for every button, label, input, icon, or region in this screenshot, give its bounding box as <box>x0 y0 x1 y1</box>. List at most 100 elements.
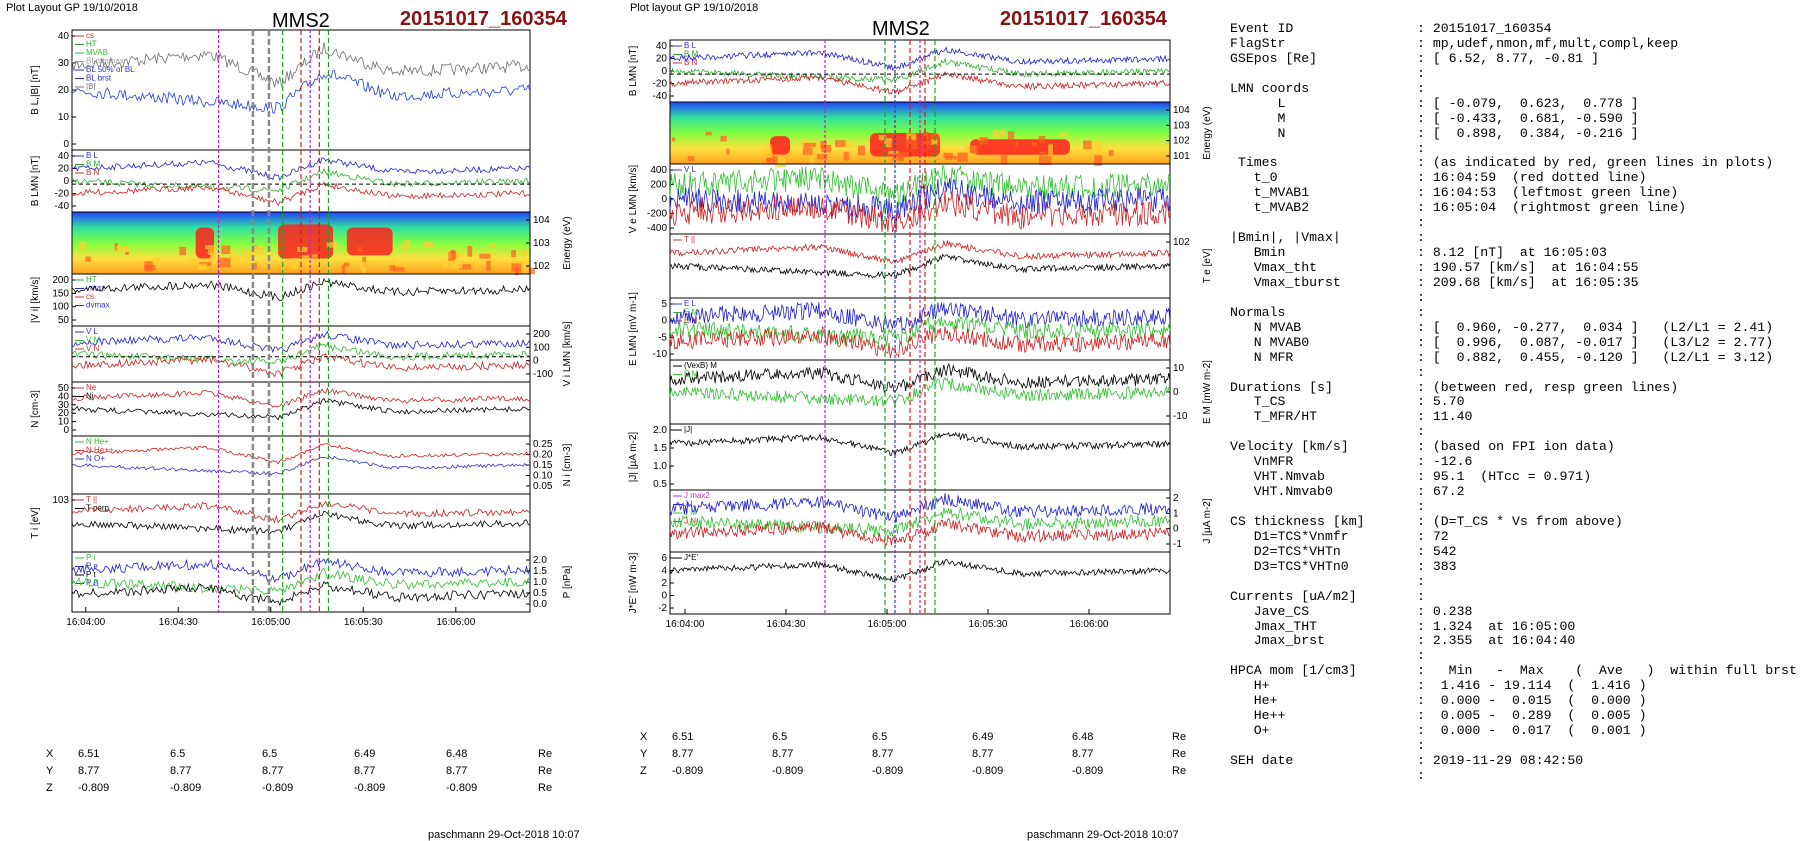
left-tick-label: 200 <box>650 180 667 191</box>
position-cell: 8.77 <box>78 764 100 777</box>
info-value: : <box>1417 230 1425 246</box>
info-row: N MVAB0: [ 0.996, 0.087, -0.017 ] (L3/L2… <box>1230 335 1804 351</box>
position-cell: 8.77 <box>772 747 794 760</box>
info-key: Currents [uA/m2] <box>1230 588 1357 604</box>
panel-6: 0.250.200.150.100.05 N i [cm-3] N He+N He+… <box>71 435 573 495</box>
time-tick-label: 16:05:30 <box>344 617 383 628</box>
info-row: : <box>1230 738 1804 754</box>
info-key: Bmin <box>1230 245 1286 261</box>
info-key: VHT.Nmvab <box>1230 469 1325 485</box>
info-value: : 0.000 - 0.015 ( 0.000 ) <box>1417 693 1647 709</box>
info-value: : [ 0.898, 0.384, -0.216 ] <box>1417 125 1639 141</box>
info-key: Durations [s] <box>1230 379 1333 395</box>
info-key: t_0 <box>1230 170 1278 186</box>
legend-entry: J M <box>684 508 697 517</box>
left-tick-label: 40 <box>58 31 70 42</box>
info-row: t_MVAB1: 16:04:53 (leftmost green line) <box>1230 185 1804 201</box>
panel-ylabel: J*E' [nW m-3] <box>628 552 639 613</box>
info-row: |Bmin|, |Vmax|: <box>1230 230 1804 246</box>
panel-right-label: E M [mW m-2] <box>1202 360 1213 424</box>
right-tick-label: 102 <box>533 261 550 272</box>
info-value: : <box>1417 738 1425 753</box>
position-cell: 6.48 <box>446 747 468 760</box>
info-value: : 20151017_160354 <box>1417 21 1552 36</box>
info-row: Times: (as indicated by red, green lines… <box>1230 155 1804 171</box>
position-cell: -0.809 <box>772 764 804 777</box>
info-value: : 95.1 (HTcc = 0.971) <box>1417 469 1592 485</box>
info-key: N MVAB <box>1230 319 1302 335</box>
right-tick-label: 0.0 <box>533 599 547 610</box>
legend-entry: B N <box>684 58 698 67</box>
info-row: Bmin : 8.12 [nT] at 16:05:03 <box>1230 245 1804 261</box>
info-row: VnMFR: -12.6 <box>1230 454 1804 470</box>
info-row: : <box>1230 768 1804 784</box>
legend-entry: |J| <box>684 425 692 434</box>
left-tick-label: 20 <box>58 408 70 419</box>
right-tick-label: 2 <box>1173 493 1179 504</box>
info-key: HPCA mom [1/cm3] <box>1230 663 1357 679</box>
info-value: : 383 <box>1417 558 1457 574</box>
legend-entry: cs <box>86 31 94 40</box>
position-row-X: X 6.51 6.5 6.5 6.49 6.48 Re <box>46 745 568 762</box>
info-value: : <box>1417 215 1425 231</box>
mid-footer: paschmann 29-Oct-2018 10:07 <box>1027 829 1179 841</box>
info-key: Times <box>1230 155 1278 171</box>
info-key: Normals <box>1230 304 1286 320</box>
right-tick-label: 103 <box>533 238 550 249</box>
left-tick-label: -400 <box>647 223 667 234</box>
left-tick-label: -200 <box>647 209 667 220</box>
info-key: D2=TCS*VHTn <box>1230 543 1341 559</box>
left-tick-label: 50 <box>58 315 70 326</box>
left-tick-label: 30 <box>58 58 70 69</box>
legend-entry: BLminmax <box>86 57 124 66</box>
position-cell: 8.77 <box>972 747 994 760</box>
left-tick-label: 400 <box>650 165 667 176</box>
left-tick-label: 0 <box>63 425 69 436</box>
info-row: Currents [uA/m2]: <box>1230 588 1804 605</box>
position-cell: -0.809 <box>672 764 704 777</box>
info-key: N <box>1230 125 1286 141</box>
position-cell: 8.77 <box>262 764 284 777</box>
right-tick-label: 0.5 <box>533 588 547 599</box>
info-value: : [ -0.079, 0.623, 0.778 ] <box>1417 95 1639 111</box>
left-footer: paschmann 29-Oct-2018 10:07 <box>428 829 580 841</box>
legend-entry: B L <box>684 41 697 50</box>
right-tick-label: 0.10 <box>533 471 553 482</box>
info-row: CS thickness [km]: (D=T_CS * Vs from abo… <box>1230 514 1804 530</box>
position-cell: Re <box>538 764 553 777</box>
info-key: SEH date <box>1230 752 1294 768</box>
left-tick-label: 40 <box>58 151 70 162</box>
info-value: : 8.12 [nT] at 16:05:03 <box>1417 245 1607 261</box>
time-tick-label: 16:04:00 <box>66 617 105 628</box>
position-cell: -0.809 <box>262 781 294 794</box>
left-tick-label: -2 <box>658 603 667 614</box>
info-value: : 1.324 at 16:05:00 <box>1417 618 1576 634</box>
info-value: : 1.416 - 19.114 ( 1.416 ) <box>1417 678 1647 694</box>
info-key: He+ <box>1230 693 1278 709</box>
legend-entry: |B| <box>86 82 96 91</box>
position-row-Y: Y 8.77 8.77 8.77 8.77 8.77 Re <box>640 745 1202 762</box>
info-row: Jmax_brst: 2.355 at 16:04:40 <box>1230 633 1804 649</box>
info-value: : 2019-11-29 08:42:50 <box>1417 752 1584 768</box>
right-tick-label: 2.0 <box>533 555 547 566</box>
info-row: : <box>1230 365 1804 381</box>
panel-ylabel: |J| [µA m-2] <box>628 432 639 483</box>
legend-entry: N O+ <box>86 454 105 463</box>
info-key: GSEpos [Re] <box>1230 50 1318 66</box>
legend-entry: N He+ <box>86 437 109 446</box>
info-row: Normals: <box>1230 304 1804 321</box>
info-value: : 11.40 <box>1417 409 1473 425</box>
position-row-Z: Z -0.809 -0.809 -0.809 -0.809 -0.809 Re <box>640 762 1202 779</box>
left-tick-label: 1.0 <box>653 461 667 472</box>
left-tick-label: 4 <box>661 566 667 577</box>
time-tick-label: 16:04:30 <box>767 619 806 630</box>
info-value: : 0.238 <box>1417 603 1473 619</box>
position-cell: X <box>46 747 54 760</box>
info-value: : 16:04:59 (red dotted line) <box>1417 170 1647 186</box>
mid-event-id: 20151017_160354 <box>1000 8 1167 30</box>
position-cell: X <box>640 730 648 743</box>
position-row-Y: Y 8.77 8.77 8.77 8.77 8.77 Re <box>46 762 568 779</box>
legend-entry: B N <box>86 168 100 177</box>
